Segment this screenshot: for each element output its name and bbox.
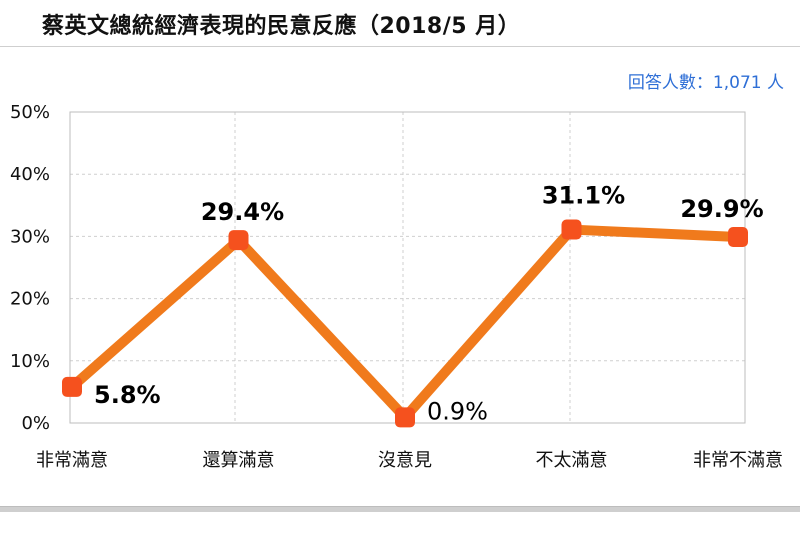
y-tick-label: 30% xyxy=(10,226,50,247)
data-point xyxy=(561,219,582,240)
top-divider xyxy=(0,46,800,47)
data-point xyxy=(228,230,249,251)
chart-title: 蔡英文總統經濟表現的民意反應（2018/5 月） xyxy=(42,14,521,39)
plot-frame xyxy=(69,111,746,424)
x-tick-label: 還算滿意 xyxy=(203,450,275,471)
data-points xyxy=(62,219,748,428)
y-tick-label: 40% xyxy=(10,164,50,185)
data-label: 31.1% xyxy=(542,182,625,210)
data-label: 0.9% xyxy=(427,397,488,425)
bottom-divider xyxy=(0,506,800,512)
data-point xyxy=(395,407,415,428)
series-line xyxy=(67,224,743,423)
x-axis-ticks: 非常滿意 還算滿意 沒意見 不太滿意 非常不滿意 xyxy=(36,450,783,471)
data-labels: 5.8% 29.4% 0.9% 31.1% 29.9% xyxy=(94,182,764,426)
series-polyline xyxy=(67,224,743,423)
data-label: 5.8% xyxy=(94,381,161,409)
respondent-count: 回答人數：1,071 人 xyxy=(627,73,784,93)
y-tick-label: 10% xyxy=(10,351,50,372)
x-tick-label: 沒意見 xyxy=(378,450,432,471)
data-label: 29.4% xyxy=(201,198,284,226)
y-tick-label: 20% xyxy=(10,289,50,310)
data-point xyxy=(728,227,748,248)
y-axis-ticks: 0% 10% 20% 30% 40% 50% xyxy=(10,102,50,434)
data-label: 29.9% xyxy=(680,195,763,223)
x-tick-label: 非常不滿意 xyxy=(693,450,783,471)
y-tick-label: 0% xyxy=(21,413,50,434)
x-tick-label: 不太滿意 xyxy=(536,450,608,471)
y-tick-label: 50% xyxy=(10,102,50,123)
grid-lines xyxy=(70,112,745,423)
x-tick-label: 非常滿意 xyxy=(36,450,108,471)
data-point xyxy=(62,376,82,397)
